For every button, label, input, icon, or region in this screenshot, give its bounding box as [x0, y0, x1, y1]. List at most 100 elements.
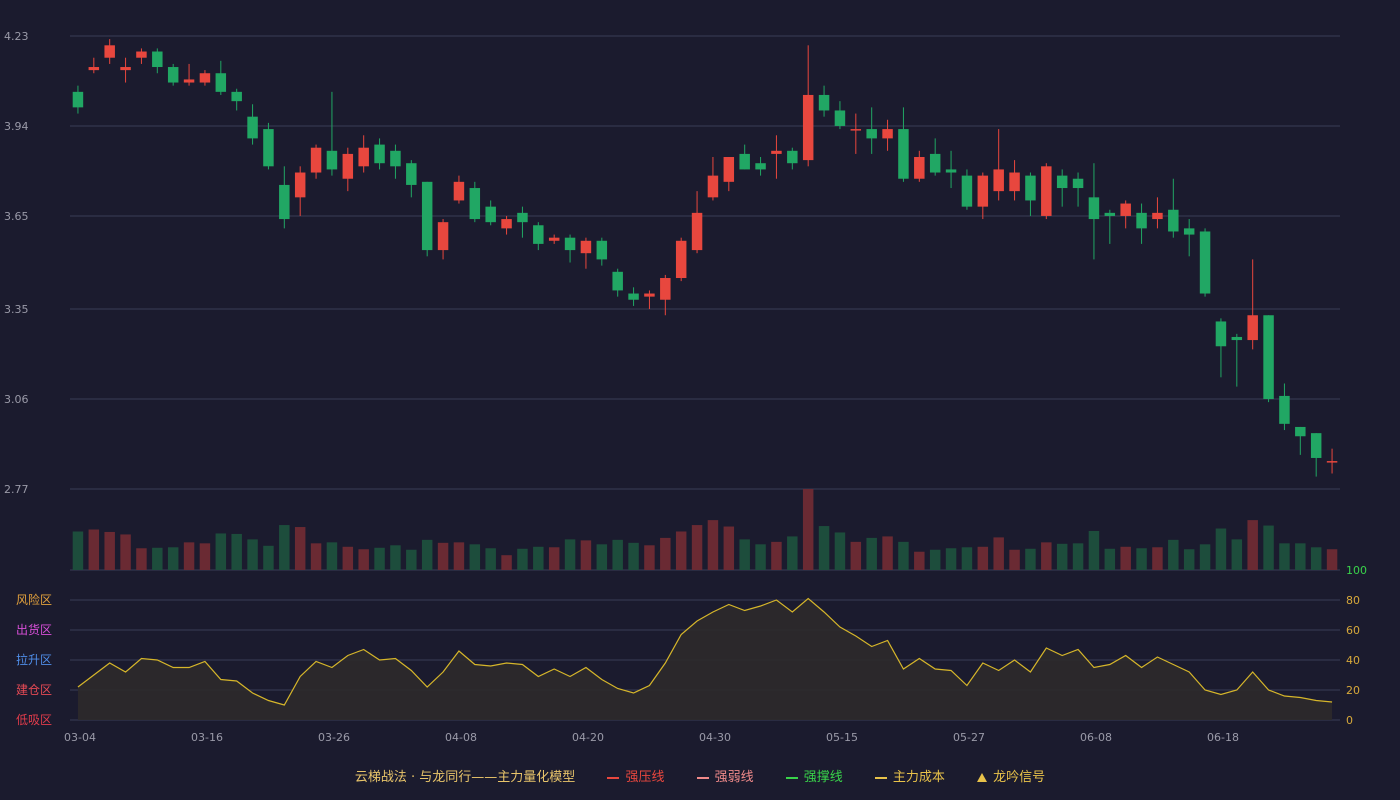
- volume-bar: [771, 541, 782, 570]
- candle-body: [787, 150, 798, 164]
- x-tick-label: 03-04: [64, 731, 96, 744]
- candle-body: [1295, 426, 1306, 437]
- legend-item-pressure[interactable]: 强压线: [607, 766, 664, 785]
- candle-body: [88, 67, 100, 71]
- volume-bar: [152, 547, 163, 570]
- candle-body: [421, 181, 433, 251]
- legend-item-cost[interactable]: 主力成本: [874, 766, 945, 785]
- candle-body: [199, 73, 211, 83]
- volume-bar: [1041, 542, 1052, 570]
- candle-body: [707, 175, 719, 198]
- candle-body: [644, 293, 655, 297]
- volume-bar: [1152, 547, 1163, 570]
- oscillator-tick-label: 20: [1346, 684, 1360, 697]
- candle-body: [1183, 228, 1195, 235]
- volume-bar: [199, 543, 211, 570]
- kline-chart[interactable]: 4.23 3.94 3.65 3.35 3.06 2.77 100 80 60 40 20 0 风险区出…: [0, 0, 1400, 760]
- volume-bar: [183, 542, 195, 570]
- volume-bar: [215, 533, 227, 570]
- volume-bar: [120, 534, 131, 570]
- candle-body: [374, 144, 385, 164]
- candle-body: [1088, 197, 1100, 220]
- candle-body: [1025, 175, 1036, 201]
- volume-bar: [279, 525, 290, 570]
- candle-body: [1041, 166, 1052, 216]
- candle-body: [1009, 172, 1020, 192]
- candle-body: [596, 240, 608, 260]
- volume-bar: [866, 537, 877, 570]
- volume-bar: [485, 548, 496, 570]
- candle-body: [501, 219, 512, 229]
- candle-body: [1279, 395, 1290, 424]
- candle-body: [691, 212, 703, 251]
- candle-body: [485, 206, 496, 223]
- candle-body: [1231, 336, 1243, 341]
- candle-body: [104, 45, 115, 58]
- candle-body: [771, 150, 782, 154]
- x-tick-label: 05-15: [826, 731, 858, 744]
- legend-title: 云梯战法 · 与龙同行——主力量化模型: [354, 770, 576, 785]
- volume-bar: [453, 542, 465, 570]
- volume-bar: [707, 520, 719, 570]
- oscillator-tick-label: 0: [1346, 714, 1353, 727]
- solid-line-icon: [785, 776, 798, 779]
- volume-bar: [787, 536, 798, 570]
- volume-bar: [1263, 525, 1274, 570]
- legend-item-signal[interactable]: 龙吟信号: [977, 766, 1045, 785]
- price-tick-label: 3.35: [4, 303, 29, 316]
- volume-bar: [1231, 539, 1243, 570]
- volume-bar: [993, 537, 1004, 570]
- candle-body: [834, 110, 846, 126]
- legend-label: 主力成本: [892, 770, 945, 785]
- volume-bar: [247, 539, 258, 570]
- volume-bar: [580, 540, 592, 570]
- candle-body: [993, 169, 1004, 192]
- volume-bar: [818, 526, 830, 570]
- volume-bar: [1056, 543, 1068, 570]
- volume-bar: [1136, 548, 1147, 570]
- volume-bar: [1183, 549, 1195, 570]
- legend-label: 龙吟信号: [993, 770, 1046, 785]
- candle-body: [231, 91, 242, 102]
- volume-bar: [1215, 528, 1227, 570]
- candle-body: [739, 153, 750, 170]
- candle-body: [1072, 178, 1084, 189]
- volume-bar: [723, 526, 735, 570]
- oscillator-tick-label: 80: [1346, 594, 1360, 607]
- legend-item-strength[interactable]: 强弱线: [696, 766, 754, 785]
- candle-body: [945, 169, 957, 173]
- volume-bar: [136, 548, 147, 570]
- volume-bar: [167, 547, 179, 570]
- candle-body: [612, 271, 623, 291]
- volume-bar: [231, 533, 242, 570]
- oscillator-zone-label: 拉升区: [16, 652, 52, 667]
- volume-bar: [501, 555, 512, 570]
- oscillator-zone-label: 建仓区: [16, 683, 52, 697]
- price-tick-label: 3.65: [4, 210, 29, 223]
- candle-body: [977, 175, 989, 207]
- candle-body: [342, 153, 354, 179]
- price-tick-label: 4.23: [4, 30, 29, 43]
- volume-bar: [945, 548, 957, 570]
- candle-body: [279, 184, 290, 220]
- volume-bar: [1247, 520, 1258, 570]
- volume-bar: [1279, 543, 1290, 570]
- candle-body: [866, 129, 877, 139]
- candle-body: [755, 163, 766, 170]
- volume-bar: [342, 546, 354, 570]
- x-tick-label: 05-27: [953, 731, 985, 744]
- volume-bar: [1120, 546, 1131, 570]
- candle-body: [1247, 315, 1258, 341]
- volume-bar: [390, 545, 401, 570]
- volume-bar: [1310, 547, 1322, 570]
- x-tick-label: 06-18: [1207, 731, 1239, 744]
- candle-body: [167, 67, 179, 83]
- candle-body: [533, 225, 544, 244]
- candle-body: [263, 129, 274, 167]
- candle-body: [517, 212, 528, 223]
- volume-bar: [263, 545, 274, 570]
- legend-label: 强弱线: [714, 770, 754, 785]
- legend-item-support[interactable]: 强撑线: [785, 766, 843, 785]
- volume-bar: [294, 527, 306, 570]
